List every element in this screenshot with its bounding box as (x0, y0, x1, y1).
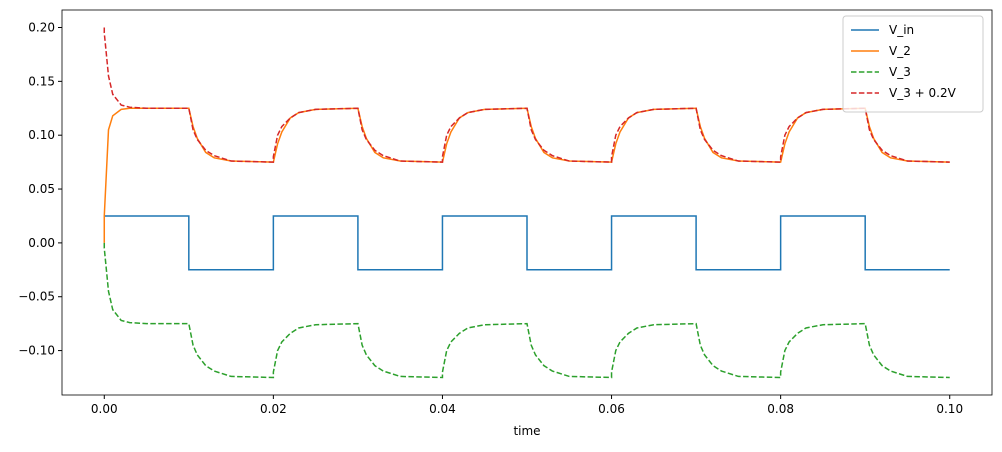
legend-label: V_in (889, 23, 914, 37)
legend-label: V_2 (889, 44, 911, 58)
x-tick-label: 0.00 (91, 402, 118, 416)
y-tick-label: −0.10 (18, 344, 55, 358)
y-tick-label: 0.10 (28, 128, 55, 142)
y-tick-label: −0.05 (18, 290, 55, 304)
x-tick-label: 0.10 (936, 402, 963, 416)
y-tick-label: 0.20 (28, 21, 55, 35)
x-tick-label: 0.04 (429, 402, 456, 416)
x-tick-label: 0.08 (767, 402, 794, 416)
legend: V_in V_2 V_3 V_3 + 0.2V (842, 15, 984, 113)
legend-label: V_3 (889, 65, 911, 79)
y-tick-label: 0.15 (28, 74, 55, 88)
plot-frame (61, 9, 993, 396)
x-tick-label: 0.06 (598, 402, 625, 416)
series-line (103, 27, 950, 163)
series-line (103, 242, 950, 379)
series-line (104, 215, 950, 271)
legend-label: V_3 + 0.2V (889, 86, 957, 100)
y-tick-label: 0.00 (28, 236, 55, 250)
x-tick-label: 0.02 (260, 402, 287, 416)
y-tick-label: 0.05 (28, 182, 55, 196)
legend-box (842, 15, 984, 113)
x-axis-label: time (513, 424, 540, 438)
